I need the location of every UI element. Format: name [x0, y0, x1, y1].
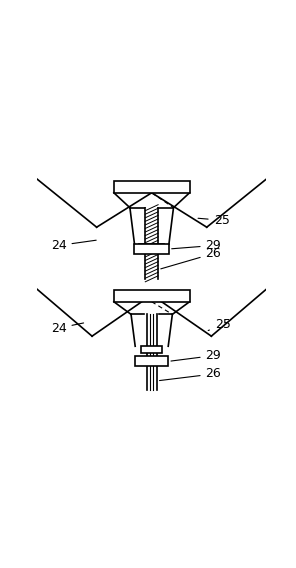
Bar — [139, 244, 164, 251]
Bar — [147, 314, 157, 390]
Bar — [145, 208, 158, 279]
Bar — [135, 356, 168, 366]
Bar — [114, 290, 189, 302]
Bar — [134, 244, 169, 253]
Text: 26: 26 — [161, 247, 221, 269]
Text: 29: 29 — [172, 239, 221, 252]
Bar — [141, 346, 163, 353]
Text: 25: 25 — [208, 318, 231, 331]
Text: 29: 29 — [171, 349, 221, 362]
Text: 25: 25 — [198, 214, 229, 227]
Text: 24: 24 — [51, 239, 96, 252]
Text: 26: 26 — [160, 367, 221, 381]
Bar — [114, 181, 189, 193]
Text: 24: 24 — [51, 321, 83, 335]
